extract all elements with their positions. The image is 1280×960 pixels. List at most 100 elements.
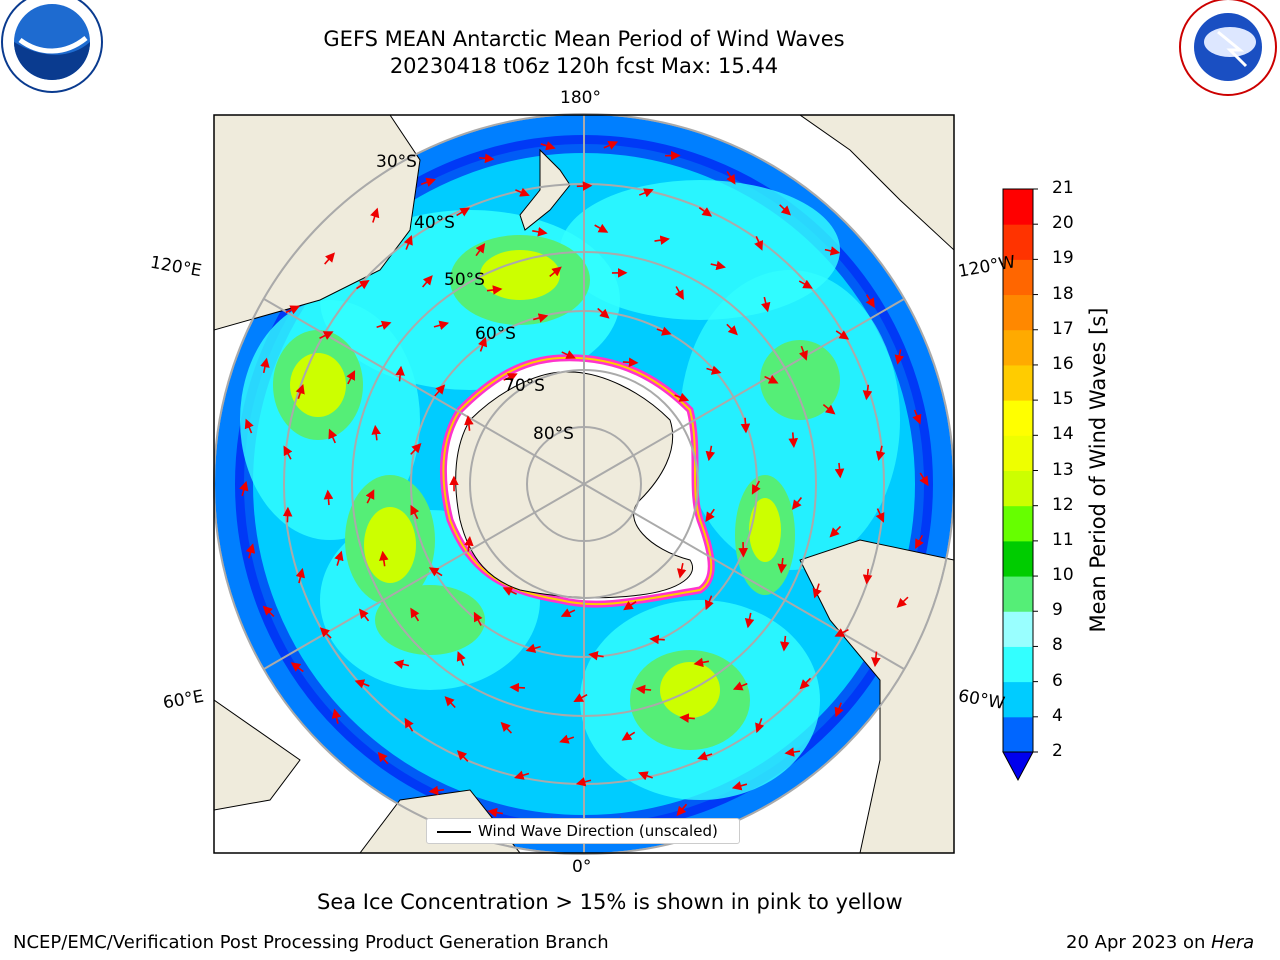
wind-arrow [319,627,332,639]
wind-arrow [812,583,822,599]
wind-arrow [798,345,808,361]
wind-arrow [428,567,443,577]
colorbar-tick-label: 6 [1052,670,1063,691]
colorbar-segment [1003,189,1033,225]
lat-label-30s: 30°S [376,152,417,172]
wind-arrow [732,681,748,691]
legend-line-swatch [437,831,471,833]
map-legend: Wind Wave Direction (unscaled) [426,818,740,844]
wind-arrow [912,409,922,425]
wind-arrow [410,443,422,455]
wind-arrow [875,445,886,462]
wind-arrow [740,417,751,434]
wind-arrow [331,708,342,724]
wind-arrow [635,684,652,695]
wind-arrow [674,286,684,301]
lon-label-0: 0° [572,857,592,877]
wind-arrow [514,770,530,780]
wind-arrow [525,643,541,653]
colorbar-segment [1003,576,1033,612]
wind-arrow [679,713,695,723]
wind-arrow [262,605,275,618]
wind-arrow [573,693,588,703]
wind-arrow [464,415,474,431]
colorbar-tick-label: 12 [1052,494,1074,515]
wind-arrow [295,383,305,399]
wind-arrow [456,207,471,217]
colorbar-tick-label: 4 [1052,705,1063,726]
wind-arrow [697,751,713,761]
wind-arrow [502,587,517,596]
colorbar-segment [1003,259,1033,296]
wind-arrow [865,294,875,308]
wind-arrow [560,608,576,617]
lat-label-50s: 50°S [444,270,485,290]
wind-arrow [464,536,474,552]
wind-arrow [295,567,306,584]
ocean-field [214,114,954,854]
wind-arrow [835,330,850,340]
wind-arrow [764,374,779,384]
wind-arrow [784,747,801,757]
wind-arrow [395,365,405,382]
map-frame [213,114,955,854]
wind-arrow [283,445,293,460]
wind-arrow [834,702,844,718]
chart-title: GEFS MEAN Antarctic Mean Period of Wind … [323,27,845,51]
wind-arrow [862,384,873,401]
wind-arrow [576,181,593,191]
wind-arrow [515,187,530,197]
wind-arrow [422,275,433,288]
wind-arrow [622,357,639,368]
colorbar-segment [1003,646,1033,683]
wind-arrow [403,235,413,250]
wind-arrow [404,717,414,732]
wind-arrow [621,731,636,741]
footer-credit: NCEP/EMC/Verification Post Processing Pr… [13,932,609,953]
wind-arrow [834,462,845,479]
wind-arrow [393,659,410,669]
wind-arrow [475,243,486,257]
wind-arrow [324,252,335,265]
wind-arrow [371,424,381,441]
wind-arrow [706,365,722,375]
wind-arrow [478,153,495,164]
colorbar [1002,188,1038,782]
wind-arrow [777,557,787,574]
noaa-logo [1,0,103,93]
wind-arrow [754,236,764,251]
colorbar-tick-label: 8 [1052,635,1063,656]
wind-arrow [509,682,526,693]
footer-date: 20 Apr 2023 on Hera [1066,932,1254,953]
wind-arrow [486,285,503,295]
colorbar-tick-label: 14 [1052,424,1074,445]
colorbar-tick-label: 16 [1052,353,1074,374]
wind-arrow [346,370,356,385]
wind-arrow [751,480,761,495]
colorbar-tick-label: 17 [1052,318,1074,339]
wind-arrow [365,489,375,504]
colorbar-segment [1003,470,1033,507]
wind-arrow [656,326,672,336]
lat-label-60s: 60°S [475,324,516,344]
colorbar-segment [1003,716,1033,753]
wind-arrow [705,508,715,522]
wind-arrow [822,404,836,415]
colorbar-segment [1003,611,1033,647]
colorbar-tick-label: 13 [1052,459,1074,480]
wind-arrow [638,188,654,198]
wind-arrow [726,323,738,336]
wind-arrow [533,313,549,323]
lat-label-40s: 40°S [414,213,455,233]
wind-arrow [500,721,513,734]
wind-arrow [731,781,748,791]
colorbar-segment [1003,681,1033,718]
wind-arrow [561,350,576,359]
colorbar-segment [1003,294,1033,331]
wind-arrow [588,650,604,661]
colorbar-segment [1003,329,1033,366]
wind-arrow [788,432,799,448]
wind-arrow [356,280,370,290]
wind-arrow [549,266,562,277]
wind-arrow [260,357,270,374]
